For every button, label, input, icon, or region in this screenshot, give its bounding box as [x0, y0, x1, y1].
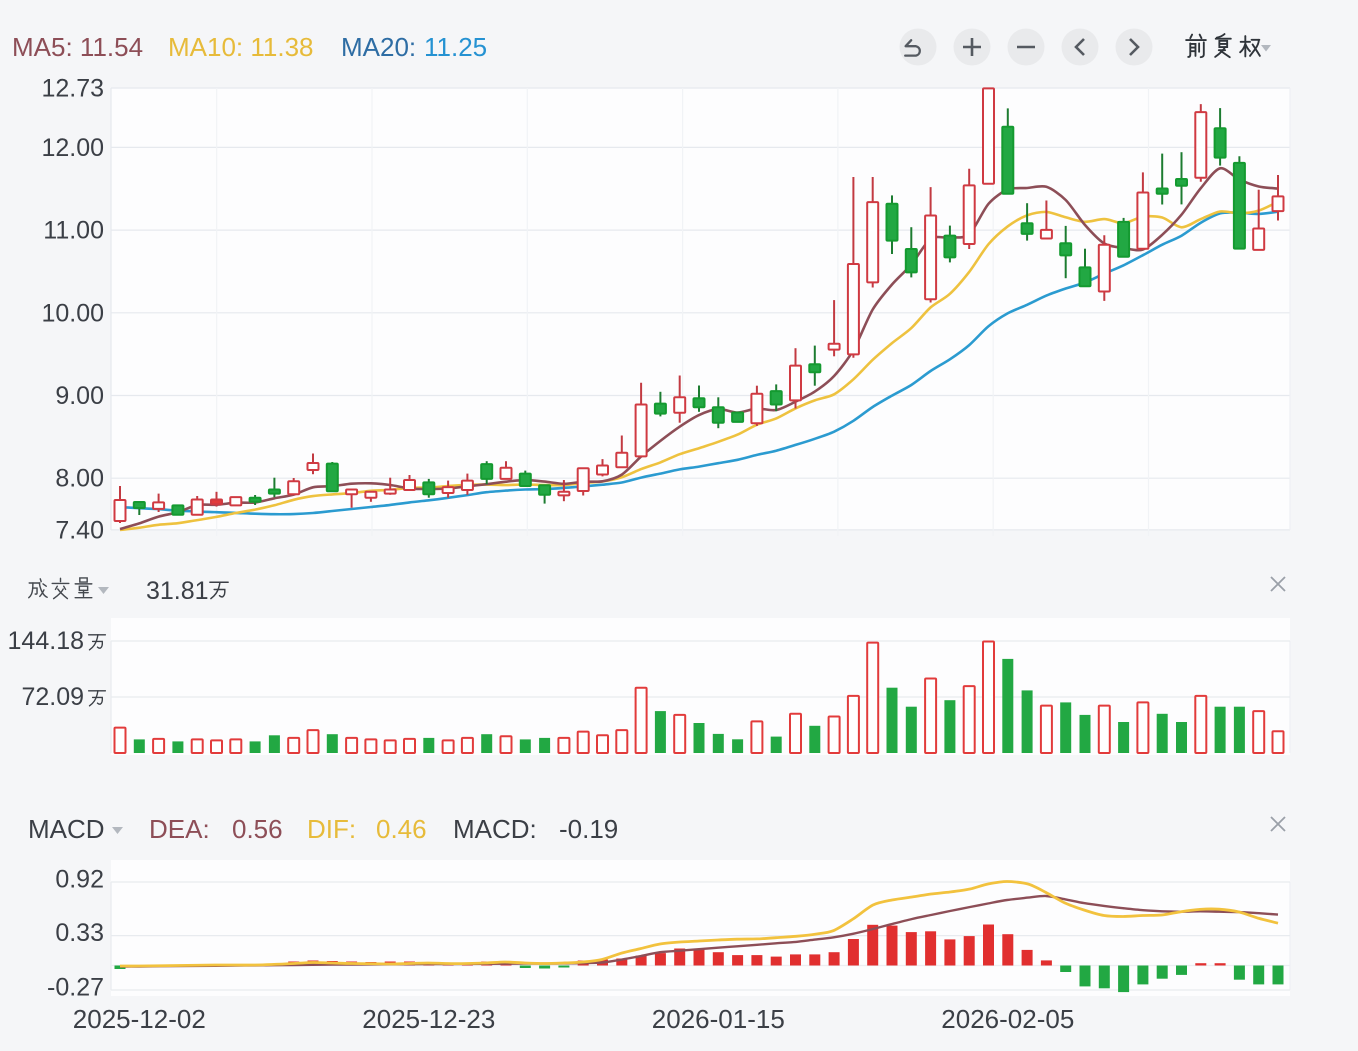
svg-text:8.00: 8.00	[55, 465, 104, 493]
svg-text:DEA:: DEA:	[149, 814, 210, 844]
svg-text:-0.27: -0.27	[47, 974, 104, 1002]
svg-text:2025-12-23: 2025-12-23	[362, 1004, 495, 1034]
svg-text:11.25: 11.25	[424, 32, 487, 62]
svg-text:12.00: 12.00	[41, 134, 104, 162]
svg-text:2025-12-02: 2025-12-02	[73, 1004, 206, 1034]
svg-text:12.73: 12.73	[41, 75, 104, 103]
svg-text:-0.19: -0.19	[559, 814, 618, 844]
svg-text:11.00: 11.00	[43, 217, 104, 245]
svg-text:0.92: 0.92	[55, 866, 104, 894]
svg-text:0.46: 0.46	[376, 814, 427, 844]
svg-text:0.56: 0.56	[232, 814, 283, 844]
svg-text:MA5: 11.54: MA5: 11.54	[12, 32, 143, 62]
svg-text:DIF:: DIF:	[307, 814, 356, 844]
svg-text:0.33: 0.33	[55, 919, 104, 947]
svg-text:72.09: 72.09	[21, 683, 84, 711]
svg-text:MACD:: MACD:	[453, 814, 537, 844]
svg-text:10.00: 10.00	[41, 299, 104, 327]
svg-text:31.81: 31.81	[146, 577, 209, 605]
svg-text:MA20:: MA20:	[341, 32, 416, 62]
svg-text:MA10: 11.38: MA10: 11.38	[168, 32, 314, 62]
svg-text:144.18: 144.18	[8, 627, 84, 655]
svg-text:2026-01-15: 2026-01-15	[652, 1004, 785, 1034]
svg-text:MACD: MACD	[28, 814, 105, 844]
svg-text:7.40: 7.40	[55, 516, 104, 544]
svg-text:2026-02-05: 2026-02-05	[941, 1004, 1074, 1034]
svg-text:9.00: 9.00	[55, 382, 104, 410]
